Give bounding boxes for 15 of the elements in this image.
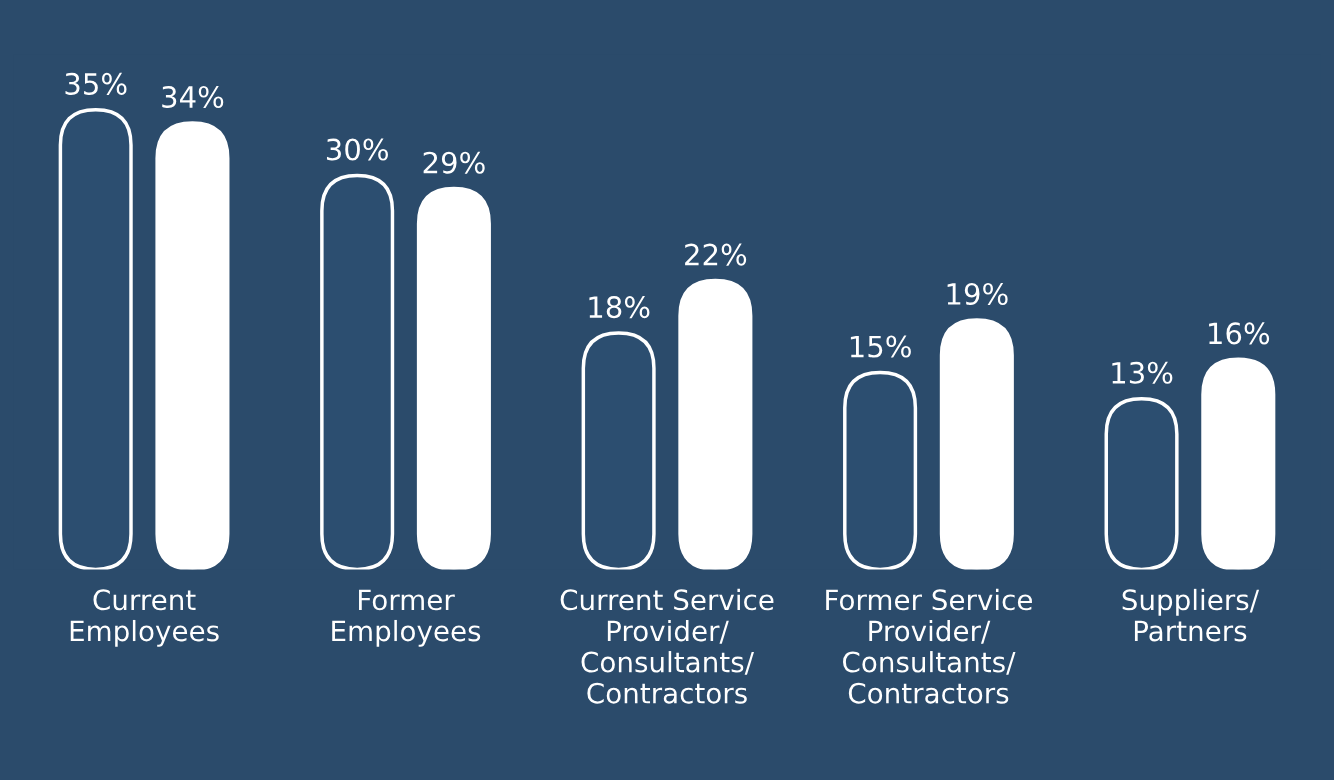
data-label: 29%	[423, 151, 485, 174]
data-label: 22%	[685, 243, 747, 266]
data-label: 13%	[1112, 361, 1173, 384]
data-label: 16%	[1209, 322, 1270, 345]
data-label: 35%	[65, 72, 127, 95]
data-label: 18%	[589, 296, 650, 319]
x-tick-label: Current Service Provider/ Consultants/ Contractors	[560, 588, 774, 704]
data-label: 30%	[326, 138, 388, 161]
data-label: 34%	[162, 85, 224, 109]
x-tick-label: Current Employees	[70, 589, 219, 647]
data-label: 15%	[850, 335, 911, 358]
x-tick-label: Former Service Provider/ Consultants/ Contractors	[826, 588, 1032, 704]
x-tick-label: Former Employees	[332, 589, 481, 647]
data-label: 19%	[947, 282, 1008, 306]
x-tick-label: Suppliers/ Partners	[1122, 588, 1260, 642]
